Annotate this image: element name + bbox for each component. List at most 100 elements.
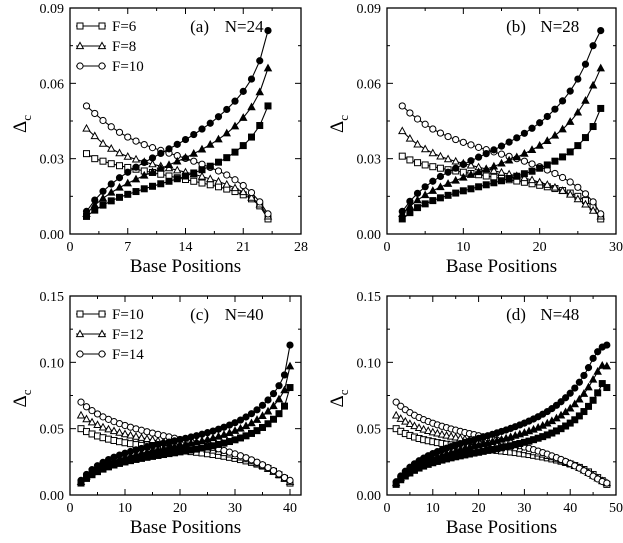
data-point — [513, 134, 521, 142]
data-point — [436, 151, 445, 160]
data-point — [406, 156, 414, 164]
data-point — [405, 201, 415, 210]
data-point — [263, 406, 273, 415]
data-point — [82, 123, 91, 132]
data-point — [602, 361, 612, 370]
data-point — [420, 144, 430, 153]
data-point — [280, 473, 289, 482]
data-point — [551, 157, 559, 165]
data-point — [498, 177, 505, 185]
data-point — [242, 413, 250, 421]
y-tick-label: 0.00 — [357, 489, 382, 504]
data-point — [551, 105, 559, 113]
data-point — [436, 194, 444, 202]
data-point — [98, 138, 108, 147]
data-point — [413, 115, 422, 123]
data-point — [436, 164, 444, 172]
data-point — [401, 467, 409, 475]
data-point — [269, 401, 278, 410]
data-point — [231, 176, 239, 184]
data-point — [148, 446, 157, 454]
legend-entry: F=14 — [112, 347, 144, 363]
data-point — [170, 441, 179, 450]
data-point — [93, 462, 102, 470]
data-point — [566, 389, 574, 397]
data-point — [566, 148, 574, 156]
data-point — [231, 148, 239, 156]
data-point — [581, 134, 589, 142]
data-point — [132, 137, 140, 145]
data-point — [263, 63, 273, 72]
data-point — [264, 463, 272, 472]
x-tick-label: 20 — [533, 240, 547, 255]
data-point — [165, 145, 173, 153]
data-point — [589, 123, 597, 131]
data-point — [109, 426, 119, 435]
data-point — [173, 165, 182, 174]
data-point — [206, 139, 215, 148]
data-point — [206, 174, 215, 183]
data-point — [107, 197, 115, 205]
data-point — [581, 190, 590, 198]
x-tick-label: 20 — [472, 501, 486, 516]
data-point — [82, 414, 91, 423]
data-point — [482, 181, 490, 189]
data-point — [406, 109, 414, 117]
panel-annotation: N=24 — [225, 17, 264, 36]
y-tick-label: 0.15 — [40, 290, 65, 305]
data-point — [429, 197, 437, 205]
data-point — [230, 121, 240, 130]
data-point — [123, 152, 132, 160]
data-point — [444, 168, 452, 176]
data-point — [258, 411, 267, 420]
data-point — [397, 472, 405, 480]
data-point — [239, 113, 248, 121]
data-point — [164, 160, 174, 169]
y-tick-label: 0.03 — [357, 153, 382, 168]
data-point — [565, 117, 575, 125]
data-point — [585, 402, 593, 410]
data-point — [275, 410, 283, 418]
data-point — [223, 171, 231, 179]
data-point — [82, 207, 91, 215]
data-point — [528, 167, 536, 175]
data-point — [173, 156, 182, 165]
data-point — [197, 144, 207, 153]
data-point — [490, 179, 498, 187]
data-point — [198, 166, 206, 174]
y-tick-label: 0.10 — [40, 356, 65, 371]
data-point — [398, 102, 406, 110]
data-point — [198, 179, 206, 187]
series-triangle-filled — [76, 361, 295, 485]
x-tick-label: 40 — [563, 501, 577, 516]
data-point — [543, 112, 551, 121]
data-point — [222, 179, 231, 188]
data-point — [575, 394, 584, 403]
data-point — [536, 119, 544, 127]
data-point — [543, 136, 552, 144]
data-point — [215, 158, 222, 166]
data-point — [520, 170, 528, 178]
data-point — [589, 396, 597, 404]
x-tick-label: 10 — [426, 501, 440, 516]
data-point — [594, 389, 602, 397]
data-point — [124, 190, 132, 198]
data-point — [442, 430, 451, 439]
data-point — [153, 445, 163, 453]
data-point — [444, 132, 452, 141]
data-point — [603, 341, 611, 349]
data-point — [281, 402, 288, 410]
data-point — [459, 160, 467, 169]
data-point — [239, 187, 248, 196]
data-point — [107, 143, 116, 152]
y-axis-title: Δc — [10, 389, 34, 407]
legend-marker — [98, 350, 106, 358]
data-point — [392, 478, 400, 486]
panel-label: (a) — [190, 17, 209, 36]
data-point — [256, 57, 264, 65]
data-point — [258, 461, 267, 469]
data-point — [223, 105, 231, 114]
data-point — [107, 123, 115, 131]
y-tick-label: 0.00 — [40, 228, 65, 243]
y-tick-label: 0.15 — [357, 290, 382, 305]
